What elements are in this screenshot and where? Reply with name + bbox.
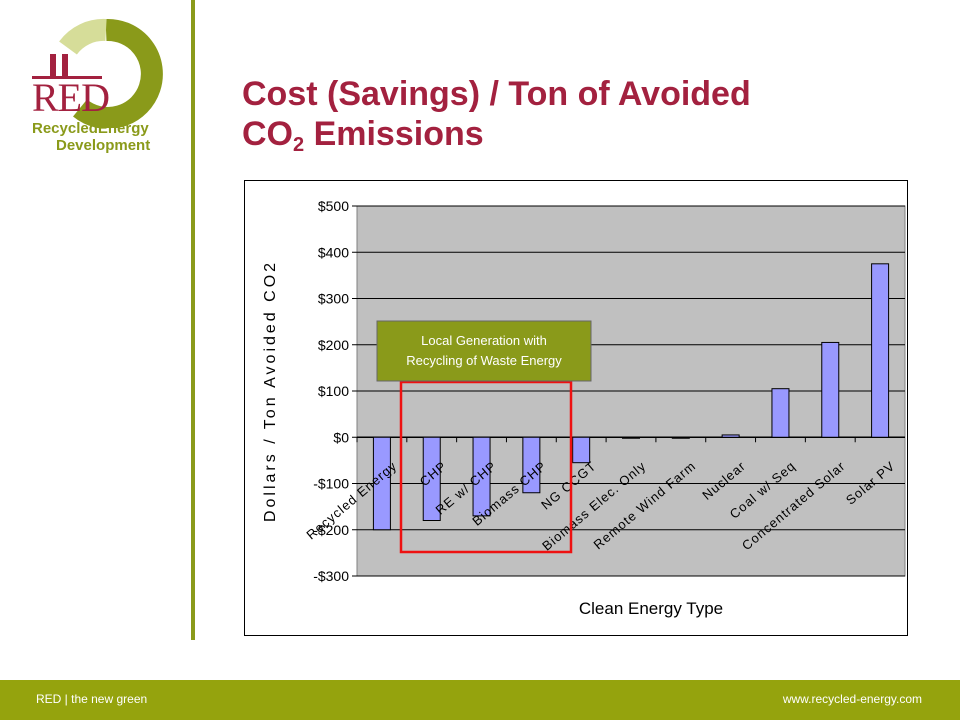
title-co: CO <box>242 115 293 153</box>
y-tick-label: $500 <box>318 198 349 214</box>
bar <box>771 388 790 438</box>
title-subscript: 2 <box>293 134 305 156</box>
bar <box>522 436 541 494</box>
logo-name-line1: RecycledEnergy <box>32 120 149 137</box>
title-line1: Cost (Savings) / Ton of Avoided <box>242 75 751 113</box>
bar <box>671 436 690 439</box>
title-rest: Emissions <box>304 115 484 153</box>
logo-mark-icon <box>32 18 163 128</box>
bar <box>372 436 391 531</box>
y-tick-label: $200 <box>318 337 349 353</box>
y-tick-label: -$100 <box>313 476 349 492</box>
footer-bar: RED | the new green www.recycled-energy.… <box>0 680 960 720</box>
highlight-box <box>399 380 573 554</box>
y-tick-label: -$200 <box>313 522 349 538</box>
logo-name-line2: Development <box>56 137 151 154</box>
annotation-line1: Local Generation with <box>421 333 547 348</box>
logo-red-text: RED <box>32 75 110 120</box>
x-axis-title: Clean Energy Type <box>579 599 723 618</box>
bar <box>871 263 890 438</box>
footer-tagline: RED | the new green <box>36 692 148 706</box>
bar <box>472 436 491 517</box>
bar <box>622 436 640 439</box>
footer-url[interactable]: www.recycled-energy.com <box>782 692 922 706</box>
y-tick-label: $0 <box>333 429 349 445</box>
bar <box>572 436 591 464</box>
bar <box>821 341 840 438</box>
y-tick-label: -$300 <box>313 568 349 584</box>
y-tick-label: $300 <box>318 291 349 307</box>
bar-chart: $500 $400 $300 $200 $100 $0 -$100 -$200 -$300 Rec… <box>262 198 906 618</box>
y-axis-title: Dollars / Ton Avoided CO2 <box>262 260 279 522</box>
bar <box>422 436 441 521</box>
y-tick-label: $400 <box>318 244 349 260</box>
annotation-line2: Recycling of Waste Energy <box>406 353 562 368</box>
chart-frame: $500 $400 $300 $200 $100 $0 -$100 -$200 -$300 Rec… <box>244 180 908 636</box>
logo: RED RecycledEnergy Development <box>28 18 173 153</box>
vertical-divider <box>191 0 195 640</box>
annotation-box <box>376 320 592 382</box>
bar <box>721 434 740 438</box>
page-title: Cost (Savings) / Ton of Avoided CO2 Emis… <box>242 74 942 156</box>
y-tick-label: $100 <box>318 383 349 399</box>
